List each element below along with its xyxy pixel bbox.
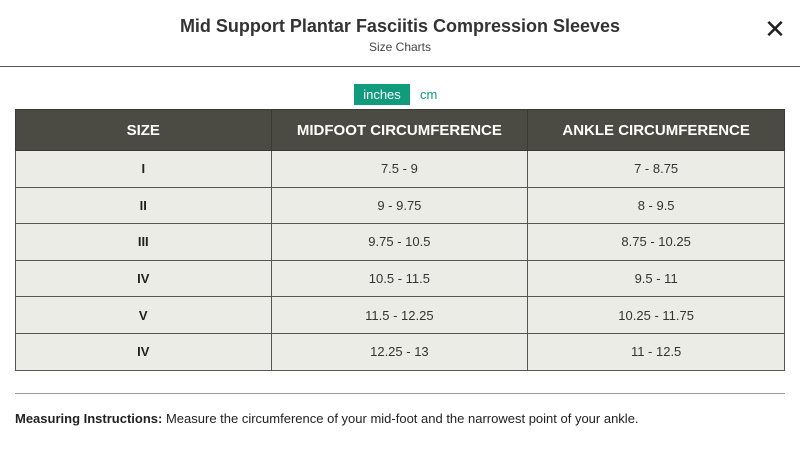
size-cell: III — [15, 223, 272, 261]
ankle-cell: 9.5 - 11 — [527, 259, 785, 298]
table-row: I 7.5 - 9 7 - 8.75 — [15, 150, 785, 188]
unit-cm-button[interactable]: cm — [420, 87, 438, 102]
size-cell: V — [15, 296, 272, 334]
ankle-cell: 11 - 12.5 — [527, 332, 785, 371]
table-row: II 9 - 9.75 8 - 9.5 — [15, 186, 785, 225]
size-cell: IV — [15, 259, 272, 298]
size-cell: IV — [15, 332, 272, 371]
ankle-cell: 7 - 8.75 — [527, 150, 785, 188]
table-row: IV 12.25 - 13 11 - 12.5 — [15, 332, 785, 371]
unit-inches-button[interactable]: inches — [354, 84, 410, 105]
instructions-text: Measure the circumference of your mid-fo… — [162, 411, 639, 426]
table-row: V 11.5 - 12.25 10.25 - 11.75 — [15, 296, 785, 334]
size-chart-table: SIZE MIDFOOT CIRCUMFERENCE ANKLE CIRCUMF… — [15, 109, 785, 371]
midfoot-cell: 10.5 - 11.5 — [270, 259, 529, 298]
measuring-instructions: Measuring Instructions: Measure the circ… — [15, 411, 639, 426]
unit-toggle: inches cm — [354, 84, 447, 105]
table-row: IV 10.5 - 11.5 9.5 - 11 — [15, 259, 785, 298]
modal-title: Mid Support Plantar Fasciitis Compressio… — [179, 16, 621, 36]
midfoot-cell: 9.75 - 10.5 — [270, 223, 529, 261]
midfoot-cell: 9 - 9.75 — [270, 186, 529, 225]
size-cell: II — [15, 186, 272, 225]
column-header-size: SIZE — [15, 109, 272, 151]
midfoot-cell: 12.25 - 13 — [270, 332, 529, 371]
modal-header: Mid Support Plantar Fasciitis Compressio… — [0, 0, 800, 67]
modal-subtitle: Size Charts — [368, 40, 432, 54]
ankle-cell: 8.75 - 10.25 — [527, 223, 785, 261]
ankle-cell: 10.25 - 11.75 — [527, 296, 785, 334]
ankle-cell: 8 - 9.5 — [527, 186, 785, 225]
table-row: III 9.75 - 10.5 8.75 - 10.25 — [15, 223, 785, 261]
column-header-ankle: ANKLE CIRCUMFERENCE — [527, 109, 785, 151]
close-icon[interactable]: ✕ — [764, 14, 786, 44]
size-cell: I — [15, 150, 272, 188]
column-header-midfoot: MIDFOOT CIRCUMFERENCE — [270, 109, 529, 151]
instructions-label: Measuring Instructions: — [15, 411, 163, 426]
section-divider — [15, 393, 785, 394]
table-header-row: SIZE MIDFOOT CIRCUMFERENCE ANKLE CIRCUMF… — [15, 109, 785, 151]
midfoot-cell: 11.5 - 12.25 — [270, 296, 529, 334]
midfoot-cell: 7.5 - 9 — [270, 150, 529, 188]
